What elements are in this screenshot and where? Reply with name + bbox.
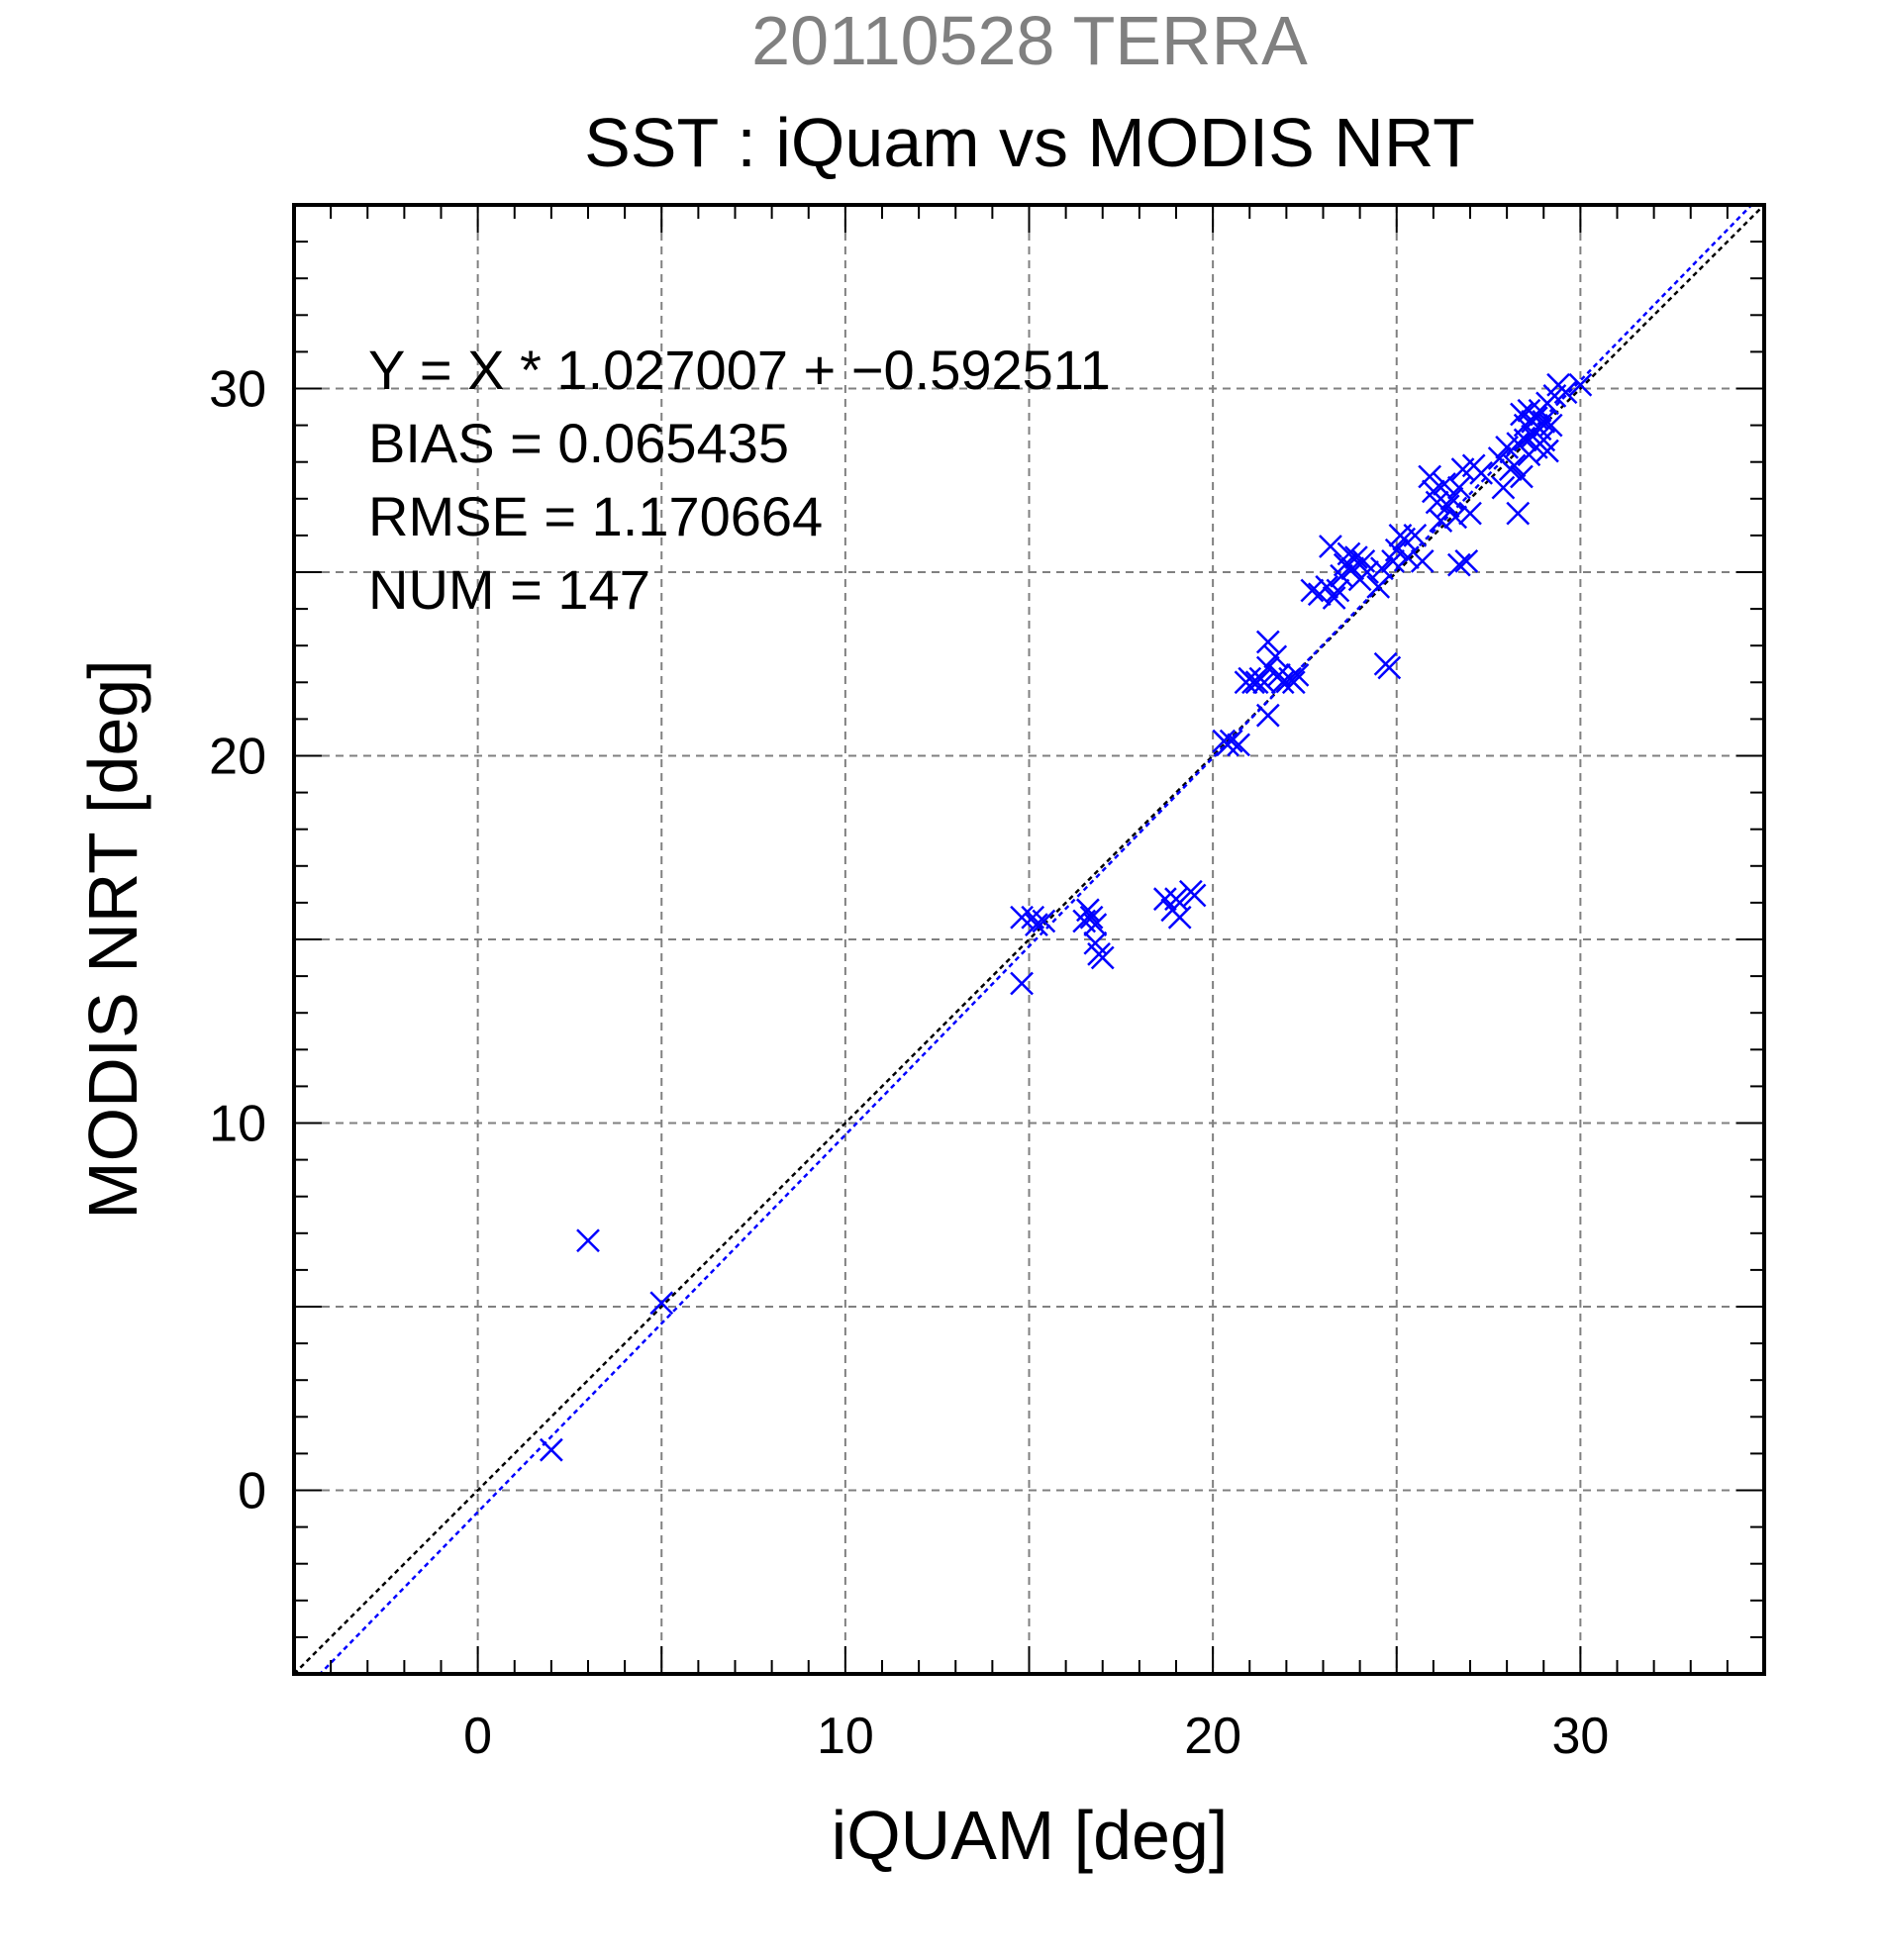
plot-frame: [292, 203, 1766, 1676]
data-point: [1263, 644, 1288, 669]
data-point: [1336, 541, 1361, 566]
x-tick-label: 30: [1551, 1708, 1609, 1765]
data-point: [1384, 538, 1409, 562]
stats-line-num: NUM = 147: [368, 558, 650, 621]
data-point: [1502, 453, 1527, 478]
data-point: [1255, 703, 1280, 728]
data-point: [1446, 475, 1471, 500]
grid-lines: [294, 205, 1764, 1674]
chart-title: SST : iQuam vs MODIS NRT: [584, 104, 1475, 181]
data-point: [1219, 729, 1243, 753]
data-point: [1285, 662, 1310, 687]
data-point: [1433, 472, 1456, 496]
data-point: [1403, 524, 1428, 547]
data-point: [1167, 905, 1192, 930]
data-point: [1326, 578, 1350, 603]
data-point: [1446, 552, 1471, 577]
data-point: [1079, 905, 1104, 930]
y-tick-label: 20: [209, 729, 266, 786]
chart-suptitle: 20110528 TERRA: [751, 2, 1308, 79]
data-point: [1568, 372, 1593, 397]
data-point: [1255, 630, 1280, 654]
axis-tick-labels: 0 10 20 30 0 10 20 30: [209, 361, 1609, 1766]
data-point: [1377, 655, 1402, 680]
data-point: [1366, 574, 1391, 599]
y-tick-label: 10: [209, 1096, 266, 1153]
data-point: [576, 1228, 600, 1253]
data-point: [1252, 670, 1276, 695]
data-point: [1439, 486, 1464, 511]
data-point: [1355, 560, 1379, 584]
data-point: [1010, 905, 1034, 930]
data-point: [1443, 505, 1468, 530]
x-axis-label: iQUAM [deg]: [832, 1797, 1229, 1874]
data-point: [1164, 887, 1188, 912]
data-point: [1076, 898, 1100, 923]
data-point: [1553, 380, 1578, 405]
y-axis-label: MODIS NRT [deg]: [74, 659, 151, 1219]
x-tick-label: 20: [1184, 1708, 1241, 1765]
data-point: [1025, 913, 1048, 937]
data-point: [649, 1291, 674, 1316]
stats-line-rmse: RMSE = 1.170664: [368, 485, 823, 547]
data-point: [1032, 909, 1056, 933]
data-point: [1270, 670, 1295, 695]
data-point: [1458, 501, 1482, 526]
data-point: [1010, 971, 1034, 996]
y-tick-label: 0: [238, 1463, 266, 1520]
data-point: [1300, 578, 1325, 603]
data-point: [1083, 913, 1108, 937]
data-point: [539, 1437, 563, 1462]
data-point: [1469, 460, 1494, 485]
data-point: [1532, 410, 1556, 434]
data-point: [1227, 733, 1250, 757]
data-point: [1535, 439, 1559, 463]
data-point: [1090, 945, 1115, 970]
axis-ticks: [294, 205, 1764, 1674]
data-point: [1182, 883, 1207, 908]
data-point: [1491, 475, 1516, 500]
data-point: [1281, 670, 1306, 695]
identity-line: [294, 205, 1764, 1674]
data-point: [1418, 464, 1442, 489]
data-point: [1538, 413, 1563, 438]
data-points: [539, 372, 1593, 1462]
stats-box: Y = X * 1.027007 + −0.592511 BIAS = 0.06…: [368, 339, 1111, 621]
x-tick-label: 10: [817, 1708, 874, 1765]
data-point: [1436, 494, 1460, 519]
data-point: [1513, 428, 1537, 452]
data-point: [1506, 501, 1531, 526]
data-point: [1370, 556, 1394, 581]
data-point: [1410, 548, 1435, 573]
data-point: [1344, 545, 1368, 570]
data-point: [1322, 586, 1346, 610]
data-point: [1454, 548, 1479, 573]
y-tick-label: 30: [209, 361, 266, 419]
data-point: [1510, 464, 1534, 489]
data-point: [1319, 535, 1342, 558]
data-point: [1152, 887, 1177, 912]
data-point: [1396, 545, 1420, 570]
stats-line-bias: BIAS = 0.065435: [368, 412, 789, 474]
stats-line-fit: Y = X * 1.027007 + −0.592511: [368, 339, 1111, 401]
data-point: [1429, 509, 1453, 533]
x-tick-label: 0: [463, 1708, 492, 1765]
